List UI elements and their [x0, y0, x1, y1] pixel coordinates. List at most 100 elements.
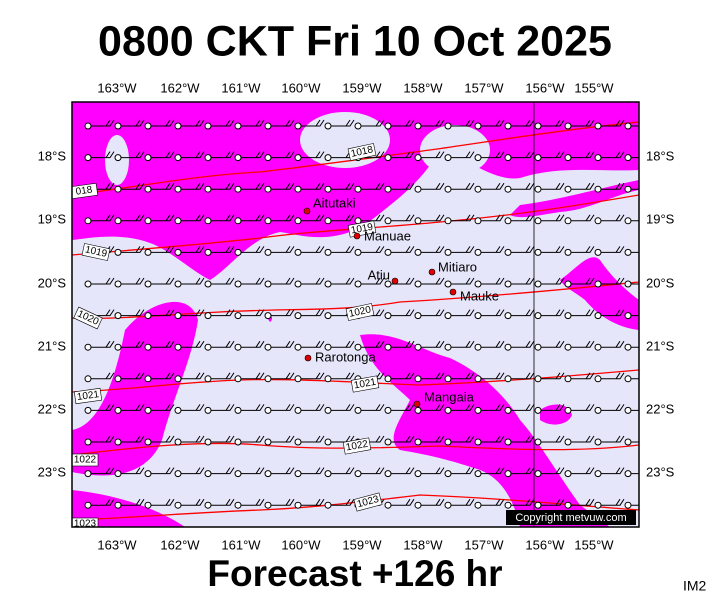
barb: [211, 435, 235, 443]
barb: [241, 119, 265, 127]
station: [594, 406, 602, 414]
station: [414, 501, 422, 509]
barb: [511, 340, 535, 348]
station: [474, 185, 482, 193]
barb: [241, 372, 265, 380]
latitude-label: 18°S: [646, 148, 675, 163]
barb: [91, 435, 115, 443]
longitude-label: 162°W: [160, 537, 200, 552]
station: [504, 501, 512, 509]
station: [594, 185, 602, 193]
barb: [631, 409, 639, 411]
isobar-label-box: [345, 303, 375, 321]
longitude-label: 158°W: [403, 80, 443, 95]
station: [354, 185, 362, 193]
station: [474, 312, 482, 320]
station: [204, 185, 212, 193]
barb: [331, 404, 355, 411]
barb: [601, 467, 625, 475]
barb: [511, 214, 535, 222]
station: [564, 375, 572, 383]
barb: [271, 467, 295, 475]
barb: [631, 188, 639, 190]
station: [564, 122, 572, 130]
station: [624, 375, 632, 383]
station: [504, 438, 512, 446]
barb: [511, 467, 535, 475]
barb: [421, 435, 445, 443]
barb: [391, 309, 415, 317]
station: [414, 248, 422, 256]
station: [174, 438, 182, 446]
station: [174, 375, 182, 383]
barb: [361, 246, 385, 253]
barb: [181, 182, 205, 190]
barb: [421, 467, 445, 475]
barb: [631, 473, 639, 475]
place-marker: [428, 268, 436, 276]
barb: [391, 214, 415, 222]
barb: [151, 151, 175, 159]
station: [534, 185, 542, 193]
barb: [211, 467, 235, 475]
barb: [631, 283, 639, 285]
station: [354, 248, 362, 256]
barb: [301, 309, 325, 317]
station: [384, 154, 392, 162]
station: [144, 375, 152, 383]
station: [324, 438, 332, 446]
station: [594, 312, 602, 320]
station: [294, 312, 302, 320]
station: [144, 248, 152, 256]
place-name: Aitutaki: [313, 195, 356, 210]
station: [414, 470, 422, 478]
station: [204, 122, 212, 130]
station: [264, 312, 272, 320]
station: [324, 501, 332, 509]
station: [114, 343, 122, 351]
station: [414, 438, 422, 446]
barb: [331, 340, 355, 348]
barb: [601, 277, 625, 285]
barb: [391, 467, 415, 475]
station: [504, 248, 512, 256]
barb: [151, 182, 175, 190]
barb: [91, 340, 115, 348]
barb: [541, 467, 565, 475]
isobar-label-text: 1023: [74, 519, 97, 530]
station: [174, 343, 182, 351]
barb: [601, 498, 625, 506]
station: [234, 248, 242, 256]
barb: [91, 404, 115, 411]
station: [624, 185, 632, 193]
station: [354, 470, 362, 478]
station: [234, 438, 242, 446]
barb: [301, 498, 325, 506]
barb: [541, 277, 565, 285]
barb: [631, 441, 639, 443]
barb: [571, 340, 595, 348]
barb: [121, 277, 145, 285]
barb: [601, 340, 625, 348]
isobar-label-box: [81, 243, 111, 261]
longitude-label: 158°W: [403, 537, 443, 552]
barb: [211, 151, 235, 159]
barb: [91, 182, 115, 190]
map-frame: [71, 101, 640, 528]
station: [444, 217, 452, 225]
latitude-label: 21°S: [38, 338, 67, 353]
barb: [631, 220, 639, 222]
barb: [91, 498, 115, 506]
barb: [421, 404, 445, 411]
barb: [91, 467, 115, 475]
station: [534, 406, 542, 414]
barb: [541, 435, 565, 443]
station: [144, 154, 152, 162]
station: [264, 438, 272, 446]
station: [114, 406, 122, 414]
barb: [241, 498, 265, 506]
barb: [181, 372, 205, 380]
barb: [481, 467, 505, 475]
barb: [421, 151, 445, 159]
